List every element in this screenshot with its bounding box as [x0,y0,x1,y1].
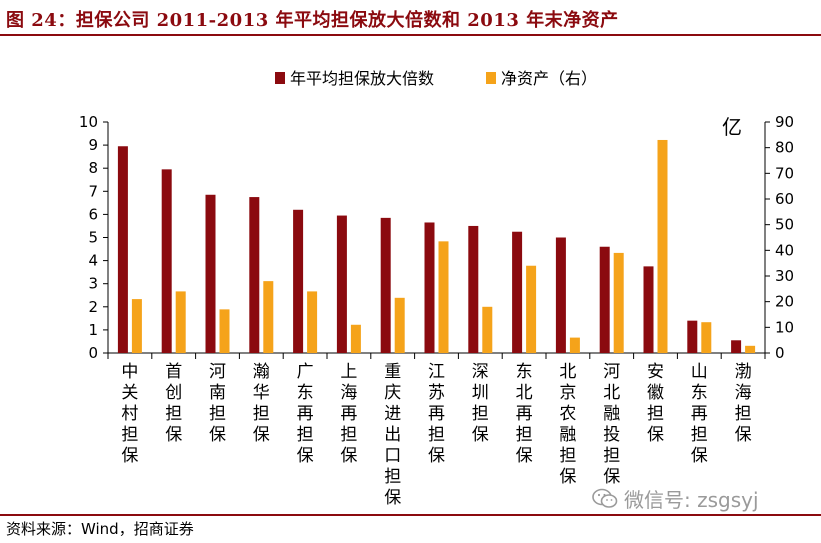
chart-legend: 年平均担保放大倍数 净资产（右） [275,69,597,88]
bar-assets [482,306,493,353]
bar-assets [745,345,756,353]
bottom-rule [0,514,821,516]
bar-assets [131,299,142,353]
y-left-tick-label: 6 [88,205,98,223]
bar-assets [219,309,230,353]
bar-leverage [424,222,435,353]
category-label: 广东再担保 [297,362,314,466]
bar-leverage [336,215,347,353]
bar-leverage [161,169,172,353]
bar-assets [569,337,580,353]
bar-leverage [687,320,698,353]
y-left-tick-label: 3 [88,275,98,293]
chart: 年平均担保放大倍数 净资产（右） 亿 0 1 2 3 4 5 6 7 8 9 10 0 10 20 30 40… [79,69,794,508]
y-left-tick-label: 0 [88,344,98,362]
y-right-tick-label: 70 [775,164,794,182]
bar-leverage [599,246,610,353]
bar-leverage [731,340,742,353]
bar-leverage [512,231,523,353]
y-left-tick-label: 9 [88,136,98,154]
category-label: 首创担保 [165,362,182,445]
y-right-tick-label: 50 [775,216,794,234]
title-bar: 图 24：担保公司 2011-2013 年平均担保放大倍数和 2013 年末净资… [0,0,821,34]
category-label: 山东再担保 [691,362,708,466]
legend-swatch-assets [486,72,496,84]
bar-assets [526,265,537,353]
category-label: 安徽担保 [647,362,664,445]
category-label: 瀚华担保 [253,362,270,445]
category-label: 重庆进出口担保 [384,362,401,508]
category-label: 东北再担保 [516,362,533,466]
category-label: 江苏再担保 [428,362,445,466]
bar-assets [657,139,668,353]
y-right-tick-label: 80 [775,139,794,157]
bar-assets [613,252,624,353]
category-label: 上海再担保 [340,362,357,466]
category-label: 中关村担保 [121,362,138,466]
legend-swatch-leverage [275,72,285,84]
category-label: 河北融投担保 [603,362,620,487]
bar-leverage [117,146,128,353]
y-left-tick-label: 8 [88,159,98,177]
bar-assets [350,324,361,353]
category-label: 北京农融担保 [559,362,576,487]
y-right-tick-label: 60 [775,190,794,208]
y-right-tick-label: 40 [775,241,794,259]
y-left-tick-label: 1 [88,321,98,339]
page-title: 图 24：担保公司 2011-2013 年平均担保放大倍数和 2013 年末净资… [6,10,619,31]
source-note: 资料来源：Wind，招商证券 [6,520,194,538]
bar-assets [263,281,274,353]
y-left-tick-label: 5 [88,229,98,247]
bar-assets [394,297,405,353]
y-right-tick-label: 30 [775,267,794,285]
y-right-tick-label: 20 [775,293,794,311]
right-axis-unit: 亿 [722,115,742,139]
bar-assets [701,322,712,353]
bar-leverage [468,225,479,353]
plot-area: 0 1 2 3 4 5 6 7 8 9 10 0 10 20 30 40 50 60 70 80 90 中关村担保 首创担保… [79,113,794,508]
y-right-tick-label: 90 [775,113,794,131]
top-rule [0,34,821,36]
bar-leverage [249,197,260,353]
legend-label-assets: 净资产（右） [501,69,597,88]
bar-assets [438,241,449,353]
bar-assets [307,291,318,353]
y-left-tick-label: 7 [88,182,98,200]
legend-label-leverage: 年平均担保放大倍数 [290,69,434,88]
bar-leverage [380,217,391,353]
wechat-icon [592,488,618,508]
y-right-tick-label: 10 [775,318,794,336]
watermark-text: 微信号: zsgsyj [624,488,759,512]
category-label: 深圳担保 [472,362,489,445]
y-left-tick-label: 4 [88,252,98,270]
category-label: 河南担保 [209,362,226,445]
bar-leverage [643,266,654,353]
bar-assets [175,291,186,353]
category-label: 渤海担保 [735,362,752,445]
y-left-tick-label: 2 [88,298,98,316]
y-left-tick-label: 10 [79,113,98,131]
y-right-tick-label: 0 [775,344,785,362]
bar-leverage [293,209,304,353]
bar-leverage [555,237,566,353]
watermark: 微信号: zsgsyj [592,484,759,513]
bar-leverage [205,194,216,353]
